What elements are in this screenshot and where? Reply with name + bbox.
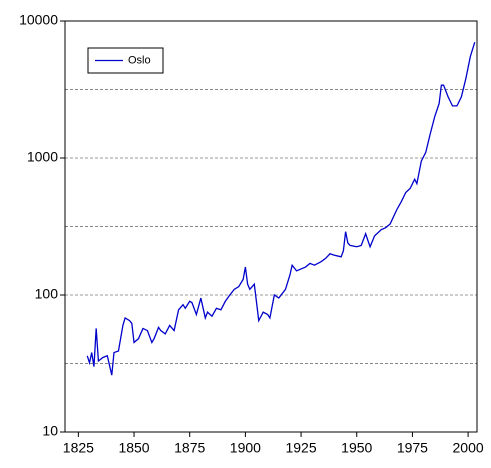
x-tick-label: 1925: [285, 440, 316, 456]
x-tick-label: 1850: [118, 440, 149, 456]
y-tick-label: 10000: [19, 12, 58, 28]
x-tick-label: 1825: [63, 440, 94, 456]
x-tick-label: 1900: [230, 440, 261, 456]
plot-frame: [64, 20, 478, 433]
x-tick-label: 1950: [341, 440, 372, 456]
x-tick-label: 1875: [174, 440, 205, 456]
y-tick-label: 100: [35, 286, 59, 302]
x-tick-label: 1975: [397, 440, 428, 456]
y-tick-label: 10: [42, 423, 58, 439]
legend-label: Oslo: [128, 54, 151, 66]
x-tick-label: 2000: [453, 440, 484, 456]
series-line: [86, 42, 476, 376]
y-tick-label: 1000: [27, 149, 58, 165]
